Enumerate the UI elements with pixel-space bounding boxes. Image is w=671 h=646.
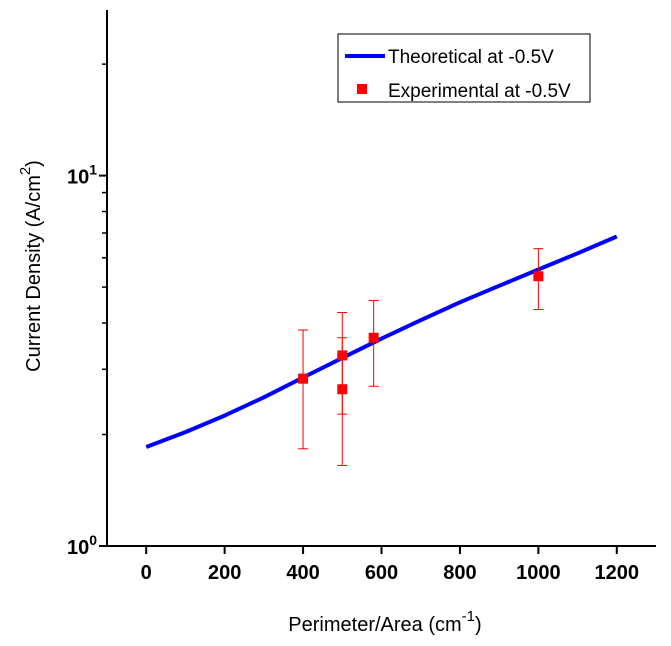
y-tick-label-base: 10 <box>67 167 89 189</box>
y-axis-title-end: ) <box>23 160 45 167</box>
x-tick-label: 600 <box>365 562 398 584</box>
x-tick-label: 200 <box>208 562 241 584</box>
x-tick-label: 0 <box>141 562 152 584</box>
legend-label-experimental: Experimental at -0.5V <box>388 81 571 102</box>
experimental-point <box>533 271 544 282</box>
x-axis-title-end: ) <box>475 614 482 636</box>
experimental-point <box>337 350 348 361</box>
y-tick-label-base: 10 <box>67 537 89 559</box>
y-axis-title: Current Density (A/cm2) <box>17 160 45 372</box>
x-axis-title-sup: -1 <box>462 608 475 625</box>
y-axis-title-sup: 2 <box>17 167 34 175</box>
experimental-point <box>298 373 309 384</box>
x-tick-label: 800 <box>443 562 476 584</box>
x-axis-title: Perimeter/Area (cm-1) <box>288 608 481 636</box>
x-axis-title-base: Perimeter/Area (cm <box>288 614 461 636</box>
x-axis-ticks: 0 200 400 600 800 1000 1200 <box>141 546 639 584</box>
experimental-point <box>368 332 379 343</box>
y-tick-label: 101 <box>67 162 97 189</box>
legend-label-theoretical: Theoretical at -0.5V <box>388 47 554 68</box>
y-tick-label-exponent: 1 <box>89 162 97 178</box>
legend: Theoretical at -0.5V Experimental at -0.… <box>337 33 591 103</box>
legend-box <box>337 33 591 103</box>
y-axis-title-base: Current Density (A/cm <box>23 175 45 372</box>
x-tick-label: 1200 <box>595 562 640 584</box>
y-tick-label: 100 <box>67 532 97 559</box>
legend-square-marker <box>357 84 367 94</box>
x-tick-label: 400 <box>286 562 319 584</box>
y-tick-label-exponent: 0 <box>89 532 97 548</box>
x-tick-label: 1000 <box>516 562 561 584</box>
series-experimental <box>298 248 544 466</box>
